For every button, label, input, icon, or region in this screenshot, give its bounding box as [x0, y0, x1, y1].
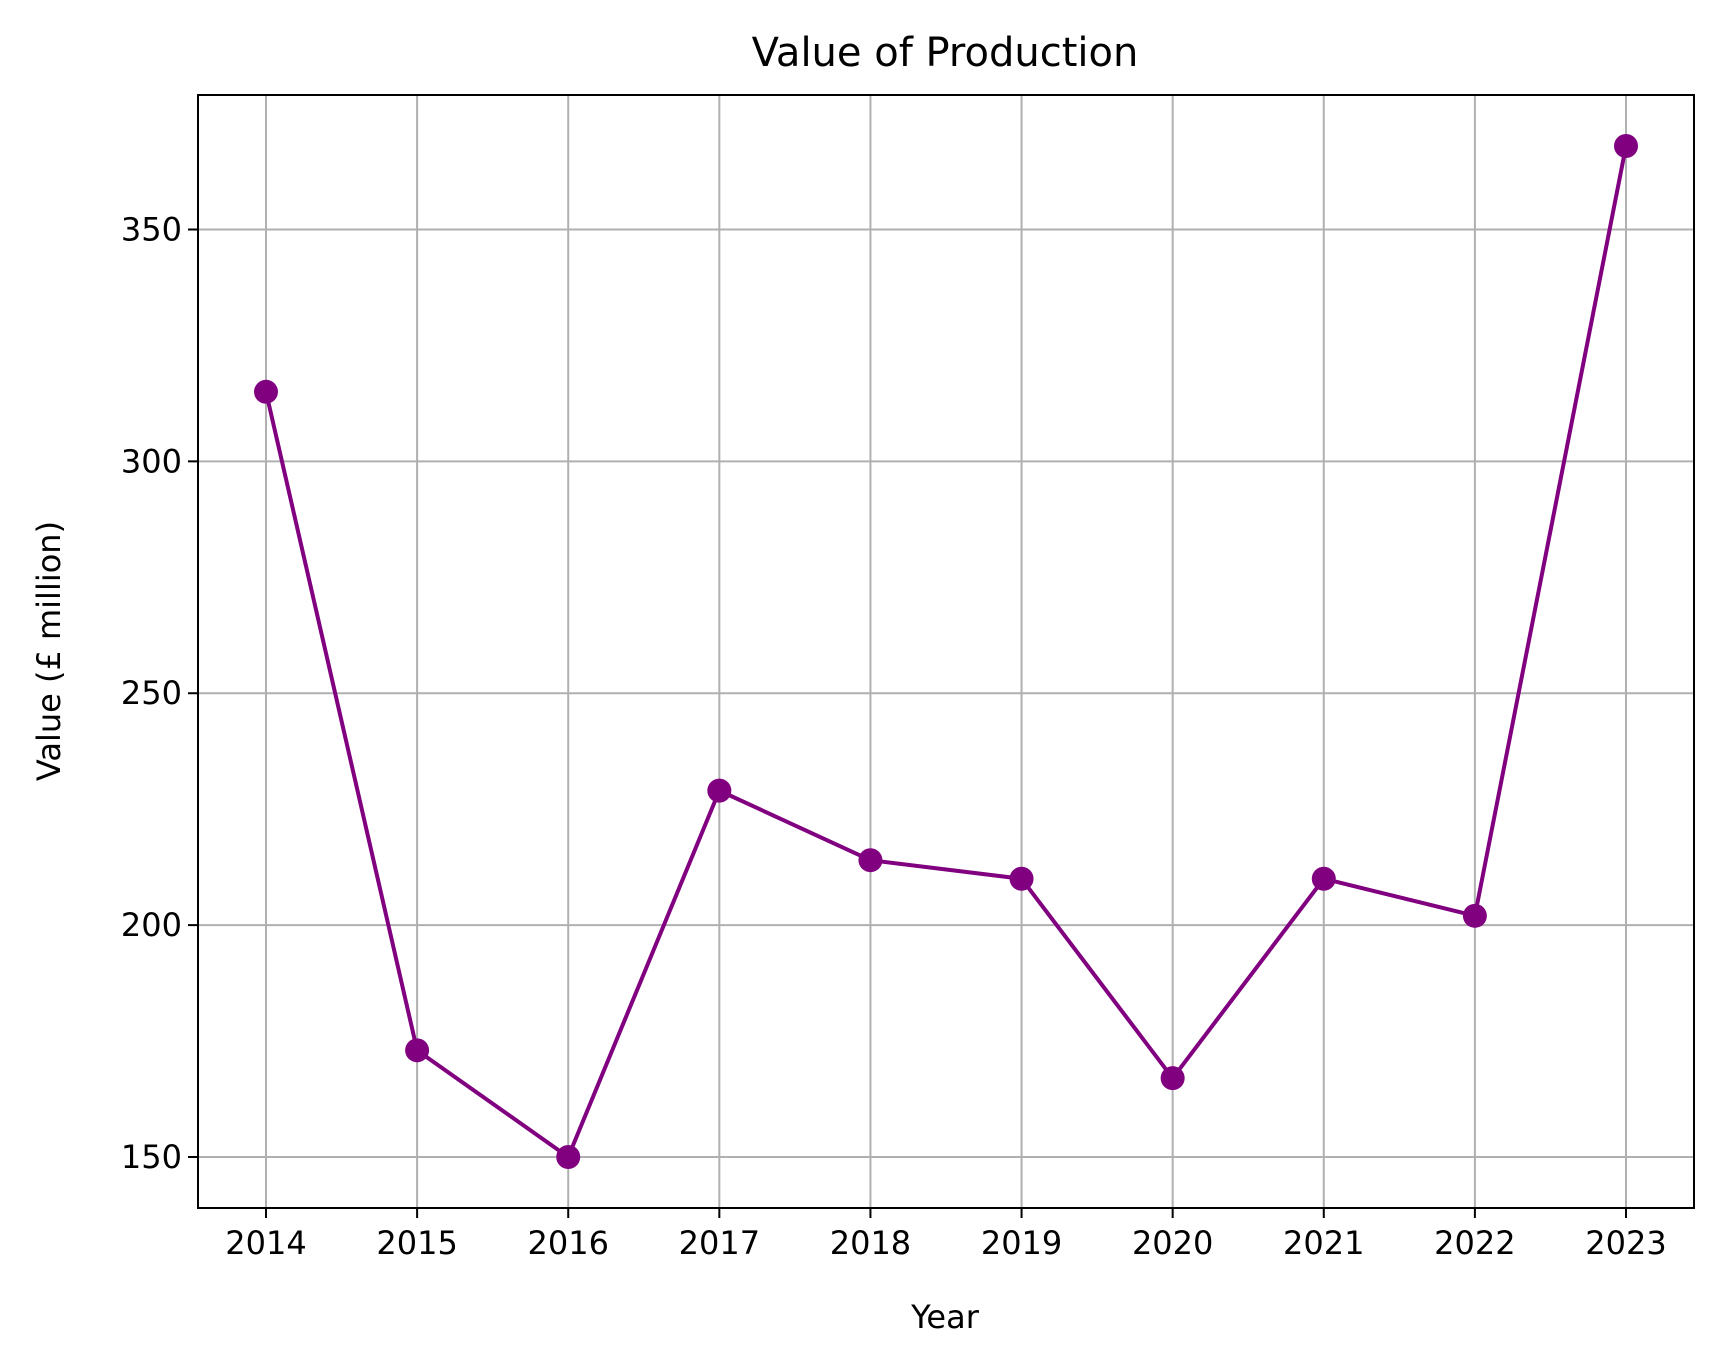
- y-axis-label: Value (£ million): [30, 521, 68, 781]
- x-tick-label: 2016: [528, 1224, 609, 1262]
- x-tick-label: 2017: [679, 1224, 760, 1262]
- data-series: [254, 134, 1638, 1169]
- x-axis-label: Year: [910, 1298, 980, 1336]
- y-tick-label: 150: [121, 1138, 182, 1176]
- x-tick-label: 2019: [981, 1224, 1062, 1262]
- y-tick-label: 300: [121, 442, 182, 480]
- plot-area-frame: [197, 94, 1695, 1209]
- x-tick-label: 2018: [830, 1224, 911, 1262]
- x-tick-label: 2014: [225, 1224, 306, 1262]
- data-point: [254, 379, 278, 404]
- chart-title: Value of Production: [752, 30, 1139, 76]
- y-tick-label: 200: [121, 906, 182, 944]
- grid-lines: [198, 95, 1694, 1208]
- x-tick-label: 2021: [1283, 1224, 1364, 1262]
- data-point: [1614, 134, 1638, 159]
- x-tick-label: 2020: [1132, 1224, 1213, 1262]
- x-tick-label: 2022: [1434, 1224, 1515, 1262]
- data-point: [1160, 1066, 1185, 1091]
- axis-ticks: 2014 2015 2016 2017 2018 2019 2020 2021 2022 2023…: [121, 210, 1667, 1262]
- x-tick-label: 2015: [376, 1224, 457, 1262]
- data-point: [405, 1038, 430, 1063]
- y-tick-label: 350: [121, 210, 182, 248]
- y-tick-label: 250: [121, 674, 182, 712]
- data-point: [1462, 903, 1487, 928]
- data-point: [556, 1144, 581, 1169]
- data-point: [858, 848, 883, 873]
- series-line: [264, 145, 1628, 1159]
- data-point: [707, 778, 732, 803]
- x-tick-label: 2023: [1585, 1224, 1666, 1262]
- data-point: [1009, 866, 1034, 891]
- data-point: [1311, 866, 1336, 891]
